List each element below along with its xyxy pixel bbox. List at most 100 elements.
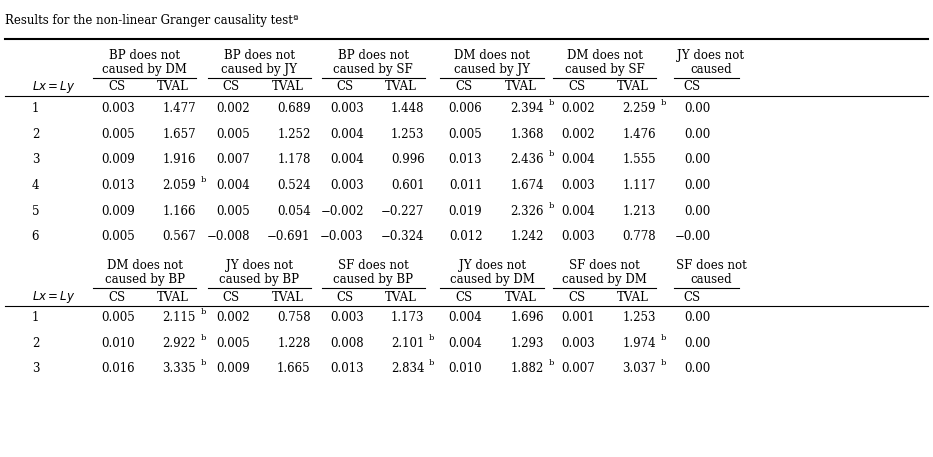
Text: CS: CS [108, 291, 125, 303]
Text: 0.004: 0.004 [562, 205, 595, 218]
Text: 2.922: 2.922 [162, 337, 196, 350]
Text: $Lx = Ly$: $Lx = Ly$ [33, 289, 76, 305]
Text: BP does not: BP does not [224, 49, 295, 62]
Text: 0.002: 0.002 [562, 102, 595, 115]
Text: b: b [549, 150, 554, 159]
Text: 1.253: 1.253 [391, 128, 425, 141]
Text: 0.008: 0.008 [330, 337, 364, 350]
Text: 0.007: 0.007 [216, 154, 250, 166]
Text: b: b [201, 334, 206, 342]
Text: 0.005: 0.005 [216, 128, 250, 141]
Text: 2.059: 2.059 [162, 179, 196, 192]
Text: 1.974: 1.974 [622, 337, 656, 350]
Text: 0.004: 0.004 [330, 154, 364, 166]
Text: 0.003: 0.003 [562, 337, 595, 350]
Text: 1.657: 1.657 [162, 128, 196, 141]
Text: TVAL: TVAL [505, 80, 536, 93]
Text: caused by JY: caused by JY [454, 63, 530, 76]
Text: 1.253: 1.253 [622, 311, 656, 324]
Text: 1.674: 1.674 [510, 179, 544, 192]
Text: 0.011: 0.011 [449, 179, 482, 192]
Text: b: b [661, 334, 666, 342]
Text: b: b [549, 99, 554, 107]
Text: 0.004: 0.004 [562, 154, 595, 166]
Text: 0.003: 0.003 [102, 102, 135, 115]
Text: 1.916: 1.916 [162, 154, 196, 166]
Text: $Lx = Ly$: $Lx = Ly$ [33, 79, 76, 95]
Text: SF does not: SF does not [338, 260, 409, 272]
Text: 0.996: 0.996 [391, 154, 425, 166]
Text: 0.013: 0.013 [102, 179, 135, 192]
Text: 1.665: 1.665 [277, 362, 311, 375]
Text: CS: CS [337, 80, 354, 93]
Text: b: b [661, 99, 666, 107]
Text: caused by DM: caused by DM [563, 273, 647, 286]
Text: CS: CS [568, 291, 585, 303]
Text: 2.436: 2.436 [510, 154, 544, 166]
Text: caused by SF: caused by SF [333, 63, 413, 76]
Text: b: b [549, 202, 554, 210]
Text: TVAL: TVAL [385, 291, 417, 303]
Text: 0.00: 0.00 [685, 128, 711, 141]
Text: 0.00: 0.00 [685, 205, 711, 218]
Text: CS: CS [337, 291, 354, 303]
Text: 0.567: 0.567 [162, 230, 196, 243]
Text: 1.178: 1.178 [277, 154, 311, 166]
Text: 1.476: 1.476 [622, 128, 656, 141]
Text: TVAL: TVAL [617, 80, 648, 93]
Text: −0.691: −0.691 [267, 230, 311, 243]
Text: 1: 1 [32, 102, 39, 115]
Text: DM does not: DM does not [566, 49, 643, 62]
Text: DM does not: DM does not [106, 260, 183, 272]
Text: 1.477: 1.477 [162, 102, 196, 115]
Text: TVAL: TVAL [385, 80, 417, 93]
Text: 0.001: 0.001 [562, 311, 595, 324]
Text: 1.166: 1.166 [162, 205, 196, 218]
Text: 0.778: 0.778 [622, 230, 656, 243]
Text: caused by BP: caused by BP [104, 273, 185, 286]
Text: TVAL: TVAL [617, 291, 648, 303]
Text: caused by DM: caused by DM [450, 273, 535, 286]
Text: 1.696: 1.696 [510, 311, 544, 324]
Text: 1.368: 1.368 [510, 128, 544, 141]
Text: 0.004: 0.004 [216, 179, 250, 192]
Text: JY does not: JY does not [459, 260, 525, 272]
Text: 0.003: 0.003 [562, 230, 595, 243]
Text: 0.002: 0.002 [216, 311, 250, 324]
Text: 1.555: 1.555 [622, 154, 656, 166]
Text: −0.00: −0.00 [675, 230, 711, 243]
Text: 0.601: 0.601 [391, 179, 425, 192]
Text: BP does not: BP does not [109, 49, 180, 62]
Text: 0.005: 0.005 [102, 230, 135, 243]
Text: −0.008: −0.008 [206, 230, 250, 243]
Text: 2: 2 [32, 337, 39, 350]
Text: JY does not: JY does not [226, 260, 293, 272]
Text: 0.006: 0.006 [449, 102, 482, 115]
Text: b: b [661, 359, 666, 367]
Text: −0.324: −0.324 [381, 230, 425, 243]
Text: CS: CS [455, 291, 472, 303]
Text: Results for the non-linear Granger causality testª: Results for the non-linear Granger causa… [5, 14, 298, 27]
Text: 0.004: 0.004 [449, 311, 482, 324]
Text: CS: CS [223, 80, 240, 93]
Text: 2.394: 2.394 [510, 102, 544, 115]
Text: caused: caused [690, 63, 731, 76]
Text: 1.252: 1.252 [277, 128, 311, 141]
Text: caused by BP: caused by BP [333, 273, 413, 286]
Text: 0.005: 0.005 [216, 205, 250, 218]
Text: 0.013: 0.013 [330, 362, 364, 375]
Text: 2.834: 2.834 [391, 362, 425, 375]
Text: SF does not: SF does not [569, 260, 640, 272]
Text: 1.228: 1.228 [277, 337, 311, 350]
Text: −0.002: −0.002 [320, 205, 364, 218]
Text: 1.173: 1.173 [391, 311, 425, 324]
Text: 0.003: 0.003 [562, 179, 595, 192]
Text: CS: CS [684, 80, 701, 93]
Text: 0.012: 0.012 [449, 230, 482, 243]
Text: caused: caused [690, 273, 731, 286]
Text: 2.115: 2.115 [162, 311, 196, 324]
Text: 5: 5 [32, 205, 39, 218]
Text: b: b [201, 176, 206, 184]
Text: TVAL: TVAL [157, 80, 188, 93]
Text: 0.689: 0.689 [277, 102, 311, 115]
